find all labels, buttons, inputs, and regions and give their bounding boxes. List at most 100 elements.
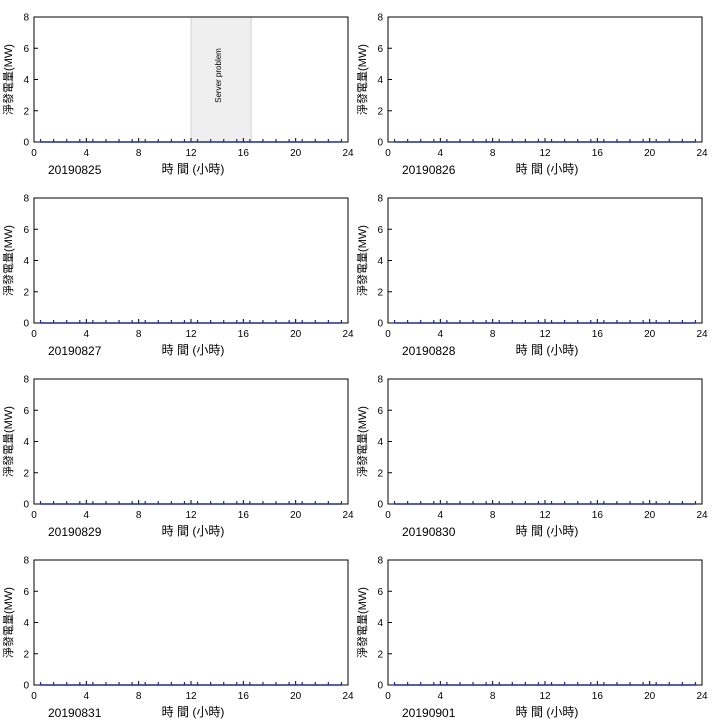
y-tick-label: 0 <box>377 319 383 330</box>
y-tick-label: 2 <box>377 649 383 660</box>
plot-frame <box>33 378 349 505</box>
y-tick-label: 8 <box>23 556 29 567</box>
x-tick-label: 20 <box>644 329 656 340</box>
x-tick-label: 12 <box>185 691 197 702</box>
x-tick-label: 20 <box>644 148 656 159</box>
y-tick-label: 2 <box>377 106 383 117</box>
x-tick-label: 8 <box>136 510 142 521</box>
x-tick-label: 8 <box>136 329 142 340</box>
x-tick-label: 0 <box>385 148 391 159</box>
x-tick-label: 0 <box>385 329 391 340</box>
y-tick-label: 2 <box>23 106 29 117</box>
y-axis-title: 淨發電量(MW) <box>355 406 369 477</box>
y-tick-label: 6 <box>23 44 29 55</box>
x-tick-label: 8 <box>490 329 496 340</box>
x-tick-label: 12 <box>185 510 197 521</box>
date-label: 20190828 <box>402 344 456 358</box>
x-tick-label: 16 <box>238 691 250 702</box>
plot-frame <box>387 378 703 505</box>
x-tick-label: 24 <box>342 329 354 340</box>
y-tick-label: 0 <box>377 138 383 149</box>
x-axis-title: 時 間 (小時) <box>162 343 225 357</box>
x-tick-label: 20 <box>290 691 302 702</box>
date-label: 20190825 <box>48 163 102 177</box>
x-tick-label: 12 <box>185 148 197 159</box>
x-axis-title: 時 間 (小時) <box>516 343 579 357</box>
y-tick-label: 2 <box>377 468 383 479</box>
y-tick-label: 4 <box>23 256 29 267</box>
x-axis-title: 時 間 (小時) <box>162 162 225 176</box>
x-tick-label: 24 <box>696 148 708 159</box>
y-tick-label: 2 <box>23 468 29 479</box>
date-label: 20190827 <box>48 344 102 358</box>
y-tick-label: 0 <box>23 681 29 692</box>
x-tick-label: 4 <box>84 329 90 340</box>
y-tick-label: 8 <box>377 194 383 205</box>
y-tick-label: 0 <box>23 500 29 511</box>
y-tick-label: 6 <box>377 225 383 236</box>
y-tick-label: 2 <box>377 287 383 298</box>
x-tick-label: 24 <box>342 691 354 702</box>
x-tick-label: 0 <box>385 691 391 702</box>
x-tick-label: 4 <box>438 329 444 340</box>
x-tick-label: 8 <box>136 148 142 159</box>
y-tick-label: 0 <box>23 319 29 330</box>
y-axis-title: 淨發電量(MW) <box>355 44 369 115</box>
x-tick-label: 16 <box>592 510 604 521</box>
date-label: 20190830 <box>402 525 456 539</box>
y-tick-label: 0 <box>377 681 383 692</box>
plot-frame <box>33 197 349 324</box>
x-tick-label: 16 <box>238 510 250 521</box>
y-tick-label: 6 <box>377 406 383 417</box>
shaded-region <box>190 16 252 143</box>
y-tick-label: 6 <box>23 225 29 236</box>
x-tick-label: 16 <box>592 148 604 159</box>
x-tick-label: 20 <box>290 329 302 340</box>
date-label: 20190831 <box>48 706 102 720</box>
plot-frame <box>387 197 703 324</box>
date-label: 20190826 <box>402 163 456 177</box>
x-axis-title: 時 間 (小時) <box>516 705 579 719</box>
y-tick-label: 2 <box>23 649 29 660</box>
y-axis-title: 淨發電量(MW) <box>355 225 369 296</box>
y-tick-label: 8 <box>377 13 383 24</box>
y-tick-label: 8 <box>377 375 383 386</box>
shaded-region-label: Server problem <box>214 48 223 103</box>
y-axis-title: 淨發電量(MW) <box>355 587 369 658</box>
x-tick-label: 20 <box>290 148 302 159</box>
x-tick-label: 20 <box>644 510 656 521</box>
date-label: 20190829 <box>48 525 102 539</box>
x-tick-label: 24 <box>696 510 708 521</box>
y-axis-title: 淨發電量(MW) <box>1 44 15 115</box>
x-tick-label: 24 <box>696 329 708 340</box>
y-tick-label: 8 <box>23 194 29 205</box>
x-tick-label: 16 <box>592 691 604 702</box>
y-tick-label: 6 <box>377 587 383 598</box>
y-tick-label: 6 <box>377 44 383 55</box>
y-tick-label: 4 <box>377 256 383 267</box>
x-tick-label: 16 <box>238 148 250 159</box>
x-tick-label: 4 <box>84 510 90 521</box>
y-tick-label: 4 <box>23 75 29 86</box>
plot-frame <box>33 559 349 686</box>
x-tick-label: 20 <box>644 691 656 702</box>
x-axis-title: 時 間 (小時) <box>516 524 579 538</box>
x-tick-label: 24 <box>342 148 354 159</box>
x-tick-label: 16 <box>238 329 250 340</box>
x-tick-label: 0 <box>31 148 37 159</box>
x-tick-label: 12 <box>539 510 551 521</box>
y-tick-label: 8 <box>23 13 29 24</box>
x-axis-title: 時 間 (小時) <box>162 524 225 538</box>
y-tick-label: 0 <box>23 138 29 149</box>
x-tick-label: 16 <box>592 329 604 340</box>
y-tick-label: 4 <box>23 437 29 448</box>
y-tick-label: 2 <box>23 287 29 298</box>
x-tick-label: 0 <box>31 510 37 521</box>
